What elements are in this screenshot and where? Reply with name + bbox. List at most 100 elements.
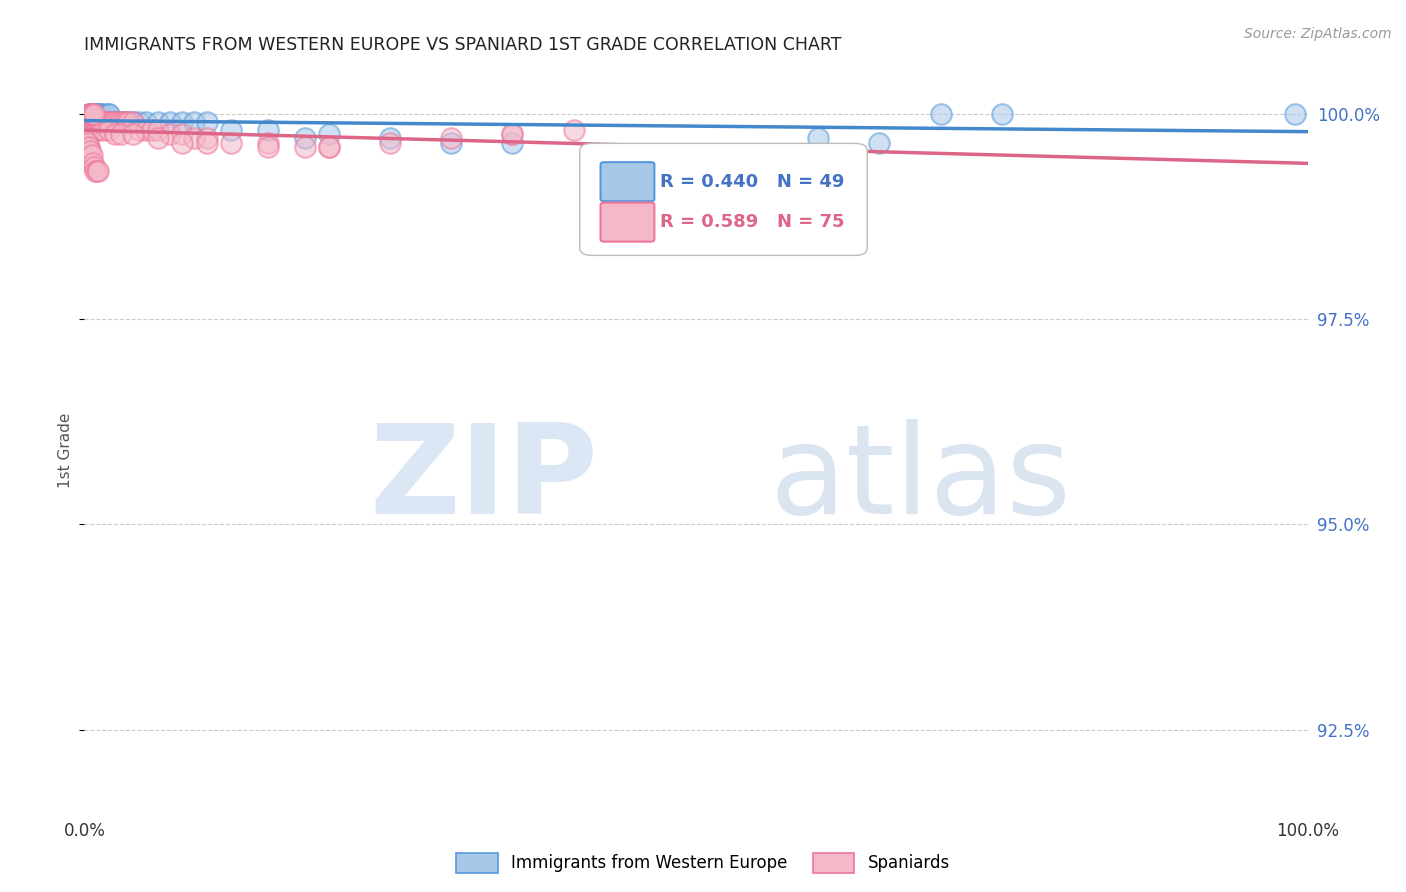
Point — [79, 144, 101, 158]
Point — [91, 123, 114, 137]
Point — [502, 128, 524, 142]
Point — [294, 131, 316, 145]
Point — [101, 115, 124, 129]
Point — [120, 115, 142, 129]
Point — [82, 156, 104, 170]
Point — [380, 131, 402, 145]
Point — [807, 131, 830, 145]
Point — [98, 115, 121, 129]
Point — [80, 107, 103, 121]
Point — [183, 115, 205, 129]
Point — [112, 115, 135, 129]
Point — [93, 115, 115, 129]
Point — [82, 115, 104, 129]
Point — [318, 139, 340, 153]
Point — [77, 136, 100, 150]
Point — [87, 115, 110, 129]
Point — [103, 115, 125, 129]
Point — [82, 115, 104, 129]
Point — [83, 160, 105, 174]
FancyBboxPatch shape — [579, 144, 868, 255]
Point — [86, 164, 108, 178]
Point — [97, 107, 120, 121]
Point — [146, 115, 169, 129]
Point — [318, 128, 340, 142]
Point — [440, 136, 463, 150]
Text: Source: ZipAtlas.com: Source: ZipAtlas.com — [1244, 27, 1392, 41]
Point — [105, 115, 128, 129]
Point — [87, 164, 110, 178]
Point — [195, 136, 218, 150]
Point — [83, 115, 105, 129]
Point — [929, 107, 952, 121]
Point — [115, 115, 138, 129]
Point — [86, 115, 108, 129]
Point — [96, 115, 118, 129]
Point — [79, 107, 101, 121]
Point — [219, 123, 242, 137]
Point — [80, 148, 103, 162]
Point — [172, 136, 194, 150]
Point — [87, 115, 110, 129]
Point — [77, 107, 100, 121]
Point — [991, 107, 1014, 121]
Point — [195, 115, 218, 129]
Point — [294, 139, 316, 153]
Point — [76, 131, 98, 145]
Point — [107, 115, 129, 129]
Text: IMMIGRANTS FROM WESTERN EUROPE VS SPANIARD 1ST GRADE CORRELATION CHART: IMMIGRANTS FROM WESTERN EUROPE VS SPANIA… — [84, 36, 842, 54]
Y-axis label: 1st Grade: 1st Grade — [58, 413, 73, 488]
Point — [146, 123, 169, 137]
Point — [80, 115, 103, 129]
Point — [380, 136, 402, 150]
Point — [83, 115, 105, 129]
Point — [77, 115, 100, 129]
Point — [502, 136, 524, 150]
Point — [257, 136, 280, 150]
Point — [104, 128, 127, 142]
Point — [91, 115, 114, 129]
Point — [869, 136, 891, 150]
Point — [135, 115, 157, 129]
Point — [87, 107, 110, 121]
Text: R = 0.440   N = 49: R = 0.440 N = 49 — [661, 173, 845, 191]
Point — [172, 128, 194, 142]
Point — [172, 115, 194, 129]
Point — [93, 115, 115, 129]
Point — [77, 107, 100, 121]
Point — [80, 115, 103, 129]
Text: atlas: atlas — [769, 419, 1071, 540]
Point — [97, 115, 120, 129]
Point — [195, 131, 218, 145]
Point — [159, 115, 181, 129]
Point — [183, 131, 205, 145]
Point — [83, 107, 105, 121]
Point — [96, 115, 118, 129]
Point — [146, 131, 169, 145]
Point — [77, 115, 100, 129]
Point — [135, 123, 157, 137]
Point — [122, 128, 145, 142]
Point — [97, 115, 120, 129]
Point — [318, 139, 340, 153]
Point — [82, 107, 104, 121]
Point — [89, 107, 111, 121]
Point — [117, 115, 139, 129]
Point — [91, 115, 114, 129]
Point — [257, 123, 280, 137]
Point — [110, 115, 132, 129]
Point — [97, 123, 120, 137]
Point — [86, 107, 108, 121]
Point — [1284, 107, 1306, 121]
Point — [94, 107, 117, 121]
Point — [86, 123, 108, 137]
Point — [110, 115, 132, 129]
Point — [83, 107, 105, 121]
Point — [90, 107, 112, 121]
Point — [87, 107, 110, 121]
Point — [257, 139, 280, 153]
Point — [84, 107, 107, 121]
Point — [122, 115, 145, 129]
Point — [97, 107, 120, 121]
Point — [90, 115, 112, 129]
